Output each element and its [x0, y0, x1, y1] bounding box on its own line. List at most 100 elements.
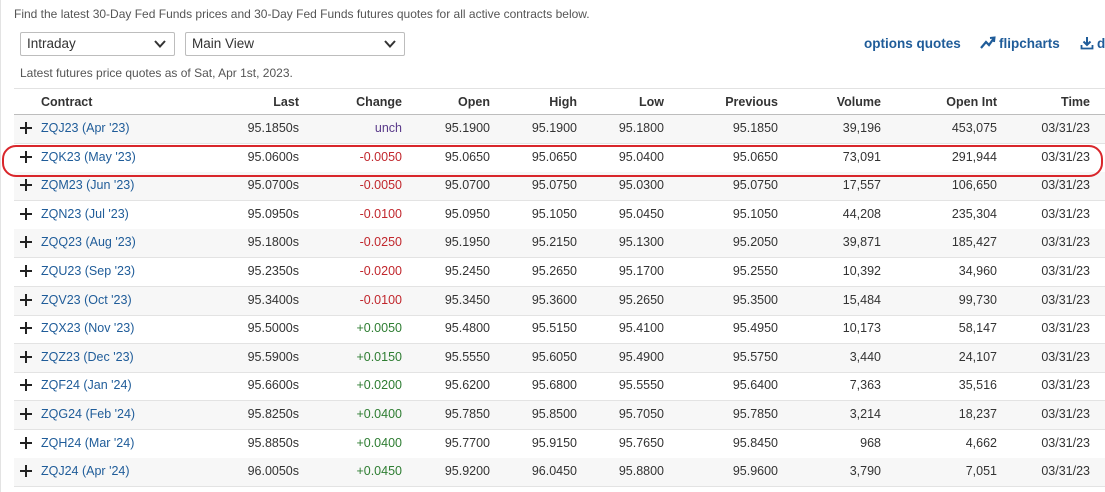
last-price: 95.0600s	[247, 149, 299, 164]
expand-plus-icon[interactable]	[20, 265, 32, 277]
previous-price: 95.0650	[732, 149, 778, 164]
high-price: 95.5150	[531, 321, 577, 336]
contract-link[interactable]: ZQK23 (May '23)	[41, 149, 136, 164]
col-high[interactable]: High	[549, 95, 577, 109]
chevron-down-icon	[154, 40, 166, 48]
expand-plus-icon[interactable]	[20, 293, 32, 306]
expand-plus-icon[interactable]	[20, 179, 32, 192]
low-price: 95.0450	[618, 206, 664, 221]
contract-link[interactable]: ZQU23 (Sep '23)	[41, 264, 136, 278]
col-previous[interactable]: Previous	[725, 95, 778, 109]
contract-link[interactable]: ZQJ24 (Apr '24)	[41, 464, 130, 479]
flipcharts-icon	[980, 36, 996, 49]
open-price: 95.7700	[444, 435, 490, 450]
open-interest: 453,075	[951, 121, 997, 135]
low-price: 95.1800	[618, 121, 664, 135]
open-interest: 7,051	[965, 464, 997, 479]
volume-value: 15,484	[842, 292, 881, 307]
high-price: 95.0750	[531, 178, 577, 193]
last-price: 95.1800s	[247, 235, 299, 250]
expand-plus-icon[interactable]	[20, 408, 32, 420]
volume-value: 10,392	[842, 264, 881, 278]
time-value: 03/31/23	[1041, 321, 1090, 336]
table-row: ZQF24 (Jan '24) 95.6600s +0.0200 95.6200 95.…	[14, 372, 1105, 402]
open-interest: 18,237	[958, 407, 997, 421]
expand-plus-icon[interactable]	[20, 207, 32, 220]
time-value: 03/31/23	[1041, 121, 1090, 135]
time-value: 03/31/23	[1041, 349, 1090, 364]
previous-price: 95.0750	[732, 178, 778, 193]
expand-plus-icon[interactable]	[20, 350, 32, 363]
expand-plus-icon[interactable]	[20, 322, 32, 335]
low-price: 95.4100	[618, 321, 664, 336]
last-price: 95.8250s	[247, 407, 299, 421]
low-price: 95.0300	[618, 178, 664, 193]
options-quotes-link[interactable]: options quotes	[864, 36, 961, 51]
period-select-value: Intraday	[27, 36, 76, 51]
open-interest: 185,427	[951, 235, 997, 250]
expand-plus-icon[interactable]	[20, 465, 32, 478]
time-value: 03/31/23	[1041, 264, 1090, 278]
contract-link[interactable]: ZQF24 (Jan '24)	[41, 378, 132, 393]
open-interest: 4,662	[965, 435, 997, 450]
low-price: 95.1700	[618, 264, 664, 278]
download-link[interactable]: d	[1080, 36, 1105, 51]
flipcharts-link[interactable]: flipcharts	[980, 36, 1060, 51]
previous-price: 95.1850	[732, 121, 778, 135]
table-row: ZQK23 (May '23) 95.0600s -0.0050 95.0650 95.…	[14, 144, 1105, 173]
last-price: 95.5000s	[247, 321, 299, 336]
contract-link[interactable]: ZQZ23 (Dec '23)	[41, 349, 134, 364]
contract-link[interactable]: ZQV23 (Oct '23)	[41, 292, 132, 307]
contract-link[interactable]: ZQH24 (Mar '24)	[41, 435, 135, 450]
col-low[interactable]: Low	[639, 95, 664, 109]
previous-price: 95.2550	[732, 264, 778, 278]
view-select-value: Main View	[192, 36, 255, 51]
previous-price: 95.7850	[732, 407, 778, 421]
low-price: 95.5550	[618, 378, 664, 393]
change-value: unch	[374, 121, 402, 135]
open-interest: 58,147	[958, 321, 997, 336]
high-price: 95.2650	[531, 264, 577, 278]
high-price: 95.1900	[531, 121, 577, 135]
contract-link[interactable]: ZQJ23 (Apr '23)	[41, 121, 130, 135]
period-select[interactable]: Intraday	[20, 32, 175, 56]
volume-value: 39,196	[842, 121, 881, 135]
volume-value: 3,440	[849, 349, 881, 364]
time-value: 03/31/23	[1041, 407, 1090, 421]
previous-price: 95.5750	[732, 349, 778, 364]
col-contract[interactable]: Contract	[41, 95, 93, 109]
col-last[interactable]: Last	[273, 95, 299, 109]
expand-plus-icon[interactable]	[20, 236, 32, 249]
contract-link[interactable]: ZQG24 (Feb '24)	[41, 407, 136, 421]
expand-plus-icon[interactable]	[20, 436, 32, 449]
change-value: +0.0450	[356, 464, 402, 479]
expand-plus-icon[interactable]	[20, 379, 32, 392]
expand-plus-icon[interactable]	[20, 122, 32, 134]
col-time[interactable]: Time	[1061, 95, 1090, 109]
volume-value: 39,871	[842, 235, 881, 250]
change-value: -0.0050	[359, 178, 402, 193]
col-open[interactable]: Open	[458, 95, 490, 109]
col-change[interactable]: Change	[356, 95, 402, 109]
contract-link[interactable]: ZQX23 (Nov '23)	[41, 321, 135, 336]
expand-plus-icon[interactable]	[20, 150, 32, 163]
flipcharts-label: flipcharts	[999, 36, 1060, 51]
change-value: +0.0050	[356, 321, 402, 336]
change-value: -0.0100	[359, 206, 402, 221]
view-select[interactable]: Main View	[185, 32, 405, 56]
download-label: d	[1097, 36, 1105, 51]
time-value: 03/31/23	[1041, 464, 1090, 479]
low-price: 95.0400	[618, 149, 664, 164]
open-price: 95.0700	[444, 178, 490, 193]
table-row: ZQJ23 (Apr '23) 95.1850s unch 95.1900 95.190…	[14, 115, 1105, 144]
contract-link[interactable]: ZQM23 (Jun '23)	[41, 178, 135, 193]
last-price: 95.1850s	[247, 121, 299, 135]
table-header: Contract Last Change Open High Low Previ…	[14, 88, 1105, 115]
contract-link[interactable]: ZQQ23 (Aug '23)	[41, 235, 136, 250]
contract-link[interactable]: ZQN23 (Jul '23)	[41, 206, 129, 221]
col-volume[interactable]: Volume	[836, 95, 881, 109]
open-price: 95.3450	[444, 292, 490, 307]
col-open-int[interactable]: Open Int	[946, 95, 997, 109]
asof-text: Latest futures price quotes as of Sat, A…	[20, 66, 293, 80]
table-row: ZQV23 (Oct '23) 95.3400s -0.0100 95.3450 95.…	[14, 286, 1105, 316]
